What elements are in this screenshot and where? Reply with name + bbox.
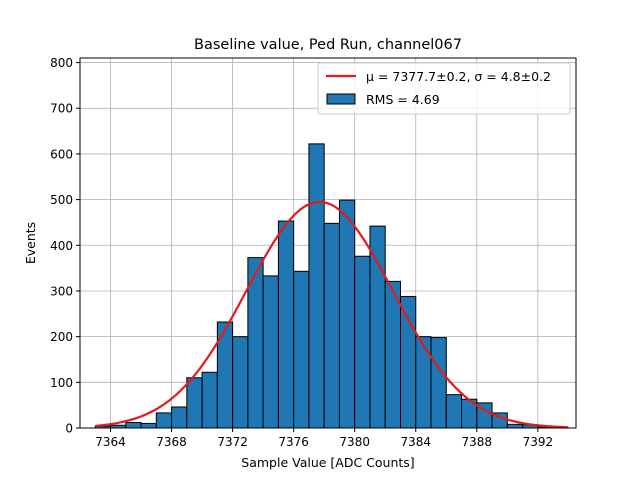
x-tick-label: 7384 (400, 435, 431, 449)
y-tick-label: 800 (50, 56, 73, 70)
histogram-bar (140, 422, 157, 429)
histogram-bar (338, 199, 356, 429)
x-tick-label: 7364 (95, 435, 126, 449)
y-axis-ticks: 0 100 200 300 400 500 600 700 800 (50, 56, 80, 436)
histogram-bar (201, 371, 218, 429)
histogram-bar (384, 280, 401, 429)
legend-box (317, 62, 571, 115)
x-tick-label: 7372 (217, 435, 248, 449)
histogram-bar (308, 143, 325, 429)
x-tick-label: 7380 (339, 435, 370, 449)
chart-title: Baseline value, Ped Run, channel067 (194, 37, 462, 53)
y-tick-label: 600 (50, 147, 73, 161)
legend-fit-label: μ = 7377.7±0.2, σ = 4.8±0.2 (366, 69, 551, 84)
histogram-bar (323, 222, 340, 429)
fit-curve-group (95, 200, 569, 429)
x-tick-label: 7376 (278, 435, 309, 449)
histogram-bar (262, 275, 279, 429)
y-tick-label: 200 (50, 330, 73, 344)
histogram-bar (506, 423, 524, 429)
histogram-bar (399, 295, 417, 429)
legend: μ = 7377.7±0.2, σ = 4.8±0.2 RMS = 4.69 (317, 62, 571, 115)
histogram-bar (415, 336, 432, 429)
x-axis-ticks: 7364 7368 7372 7376 7380 7384 7388 7392 (95, 428, 553, 449)
histogram-bar (445, 394, 463, 429)
histogram-bar (354, 255, 371, 429)
x-tick-label: 7368 (156, 435, 187, 449)
histogram-bar (232, 336, 249, 429)
histogram-bar (186, 377, 203, 429)
y-axis-label: Events (23, 222, 38, 264)
histogram-bar (171, 406, 188, 429)
y-tick-label: 500 (50, 193, 73, 207)
histogram-bar (293, 270, 310, 429)
histogram-bar (155, 412, 173, 429)
plot-frame (79, 57, 577, 429)
histogram-bar (277, 220, 295, 429)
x-tick-label: 7392 (523, 435, 554, 449)
histogram-bar (369, 225, 386, 429)
legend-hist-swatch (326, 93, 356, 105)
histogram-bar (125, 422, 142, 429)
y-tick-label: 700 (50, 102, 73, 116)
gaussian-fit-curve (95, 200, 569, 429)
y-tick-label: 300 (50, 284, 73, 298)
y-tick-label: 100 (50, 376, 73, 390)
legend-hist-label: RMS = 4.69 (366, 92, 440, 107)
histogram-bar (430, 337, 447, 429)
y-tick-label: 0 (65, 422, 73, 436)
x-tick-label: 7388 (462, 435, 493, 449)
y-tick-label: 400 (50, 239, 73, 253)
x-axis-label: Sample Value [ADC Counts] (241, 455, 414, 470)
